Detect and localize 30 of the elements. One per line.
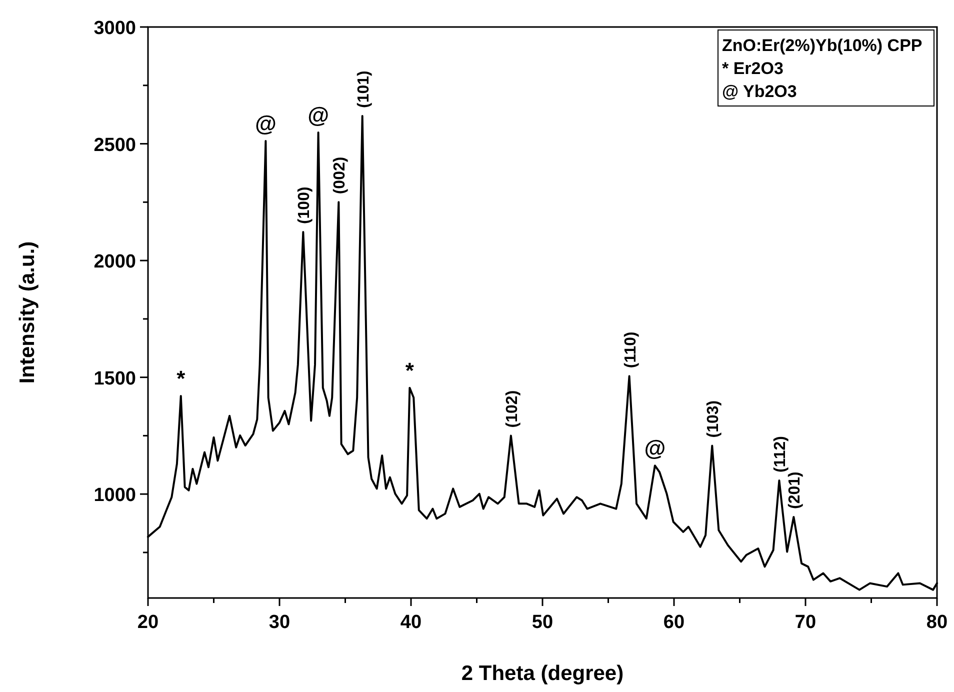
x-tick-label: 60 [663,612,685,633]
y-tick-label: 2000 [94,252,136,273]
x-tick-label: 30 [268,612,290,633]
annotation: * [405,358,414,383]
annotation: (110) [622,332,640,368]
x-tick-label: 20 [137,612,159,633]
annotation: @ Yb2O3 [722,82,797,101]
x-axis-title: 2 Theta (degree) [461,662,624,685]
y-tick-label: 2500 [94,134,136,156]
x-tick-label: 50 [532,612,554,633]
annotation: (112) [772,436,790,473]
annotation: (101) [355,70,372,108]
x-tick-label: 80 [926,612,948,633]
annotation: (100) [296,186,314,224]
y-tick-label: 1500 [94,368,136,390]
x-tick-label: 40 [400,612,422,633]
y-axis-title: Intensity (a.u.) [16,241,39,384]
annotation: (102) [504,390,521,428]
annotation: ZnO:Er(2%)Yb(10%) CPP [722,36,922,55]
y-tick-label: 3000 [94,18,136,39]
annotation: * [176,366,186,391]
annotation: @ [254,110,276,136]
annotation: (201) [786,472,804,509]
annotation: @ [308,102,330,128]
y-tick-label: 1000 [94,485,136,506]
annotation: (002) [332,156,349,194]
annotation: (103) [705,400,722,438]
annotation: * Er2O3 [722,59,784,78]
annotation: @ [644,436,666,461]
x-tick-label: 70 [794,612,816,633]
